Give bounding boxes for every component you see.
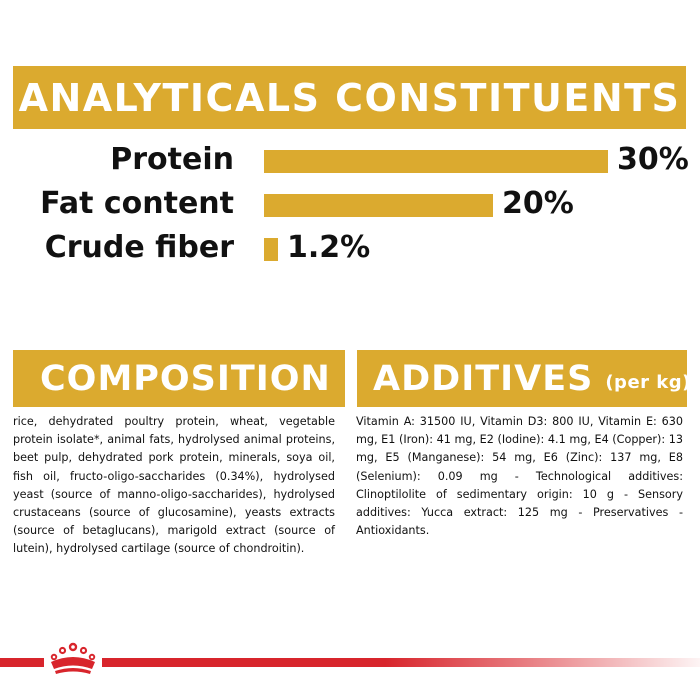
protein-bar: [264, 150, 608, 173]
analytics-banner: ANALYTICALS CONSTITUENTS: [13, 66, 686, 129]
crown-icon: [44, 640, 102, 678]
composition-text: rice, dehydrated poultry protein, wheat,…: [13, 415, 335, 556]
composition-title: COMPOSITION: [40, 358, 331, 399]
fat-content-bar: [264, 194, 493, 217]
additives-banner: ADDITIVES (per kg): [357, 350, 687, 407]
crude-fiber-label: Crude fiber: [44, 230, 234, 265]
fat-content-value: 20%: [502, 186, 574, 221]
analytics-title: ANALYTICALS CONSTITUENTS: [18, 75, 681, 120]
additives-unit: (per kg): [605, 372, 687, 393]
crude-fiber-value: 1.2%: [287, 230, 371, 265]
composition-banner: COMPOSITION: [13, 350, 345, 407]
additives-title: ADDITIVES: [373, 358, 594, 399]
protein-value: 30%: [617, 142, 689, 177]
crude-fiber-bar: [264, 238, 278, 261]
footer-red-line: [0, 658, 700, 667]
protein-label: Protein: [110, 142, 234, 177]
fat-content-label: Fat content: [40, 186, 234, 221]
additives-text: Vitamin A: 31500 IU, Vitamin D3: 800 IU,…: [356, 415, 683, 538]
